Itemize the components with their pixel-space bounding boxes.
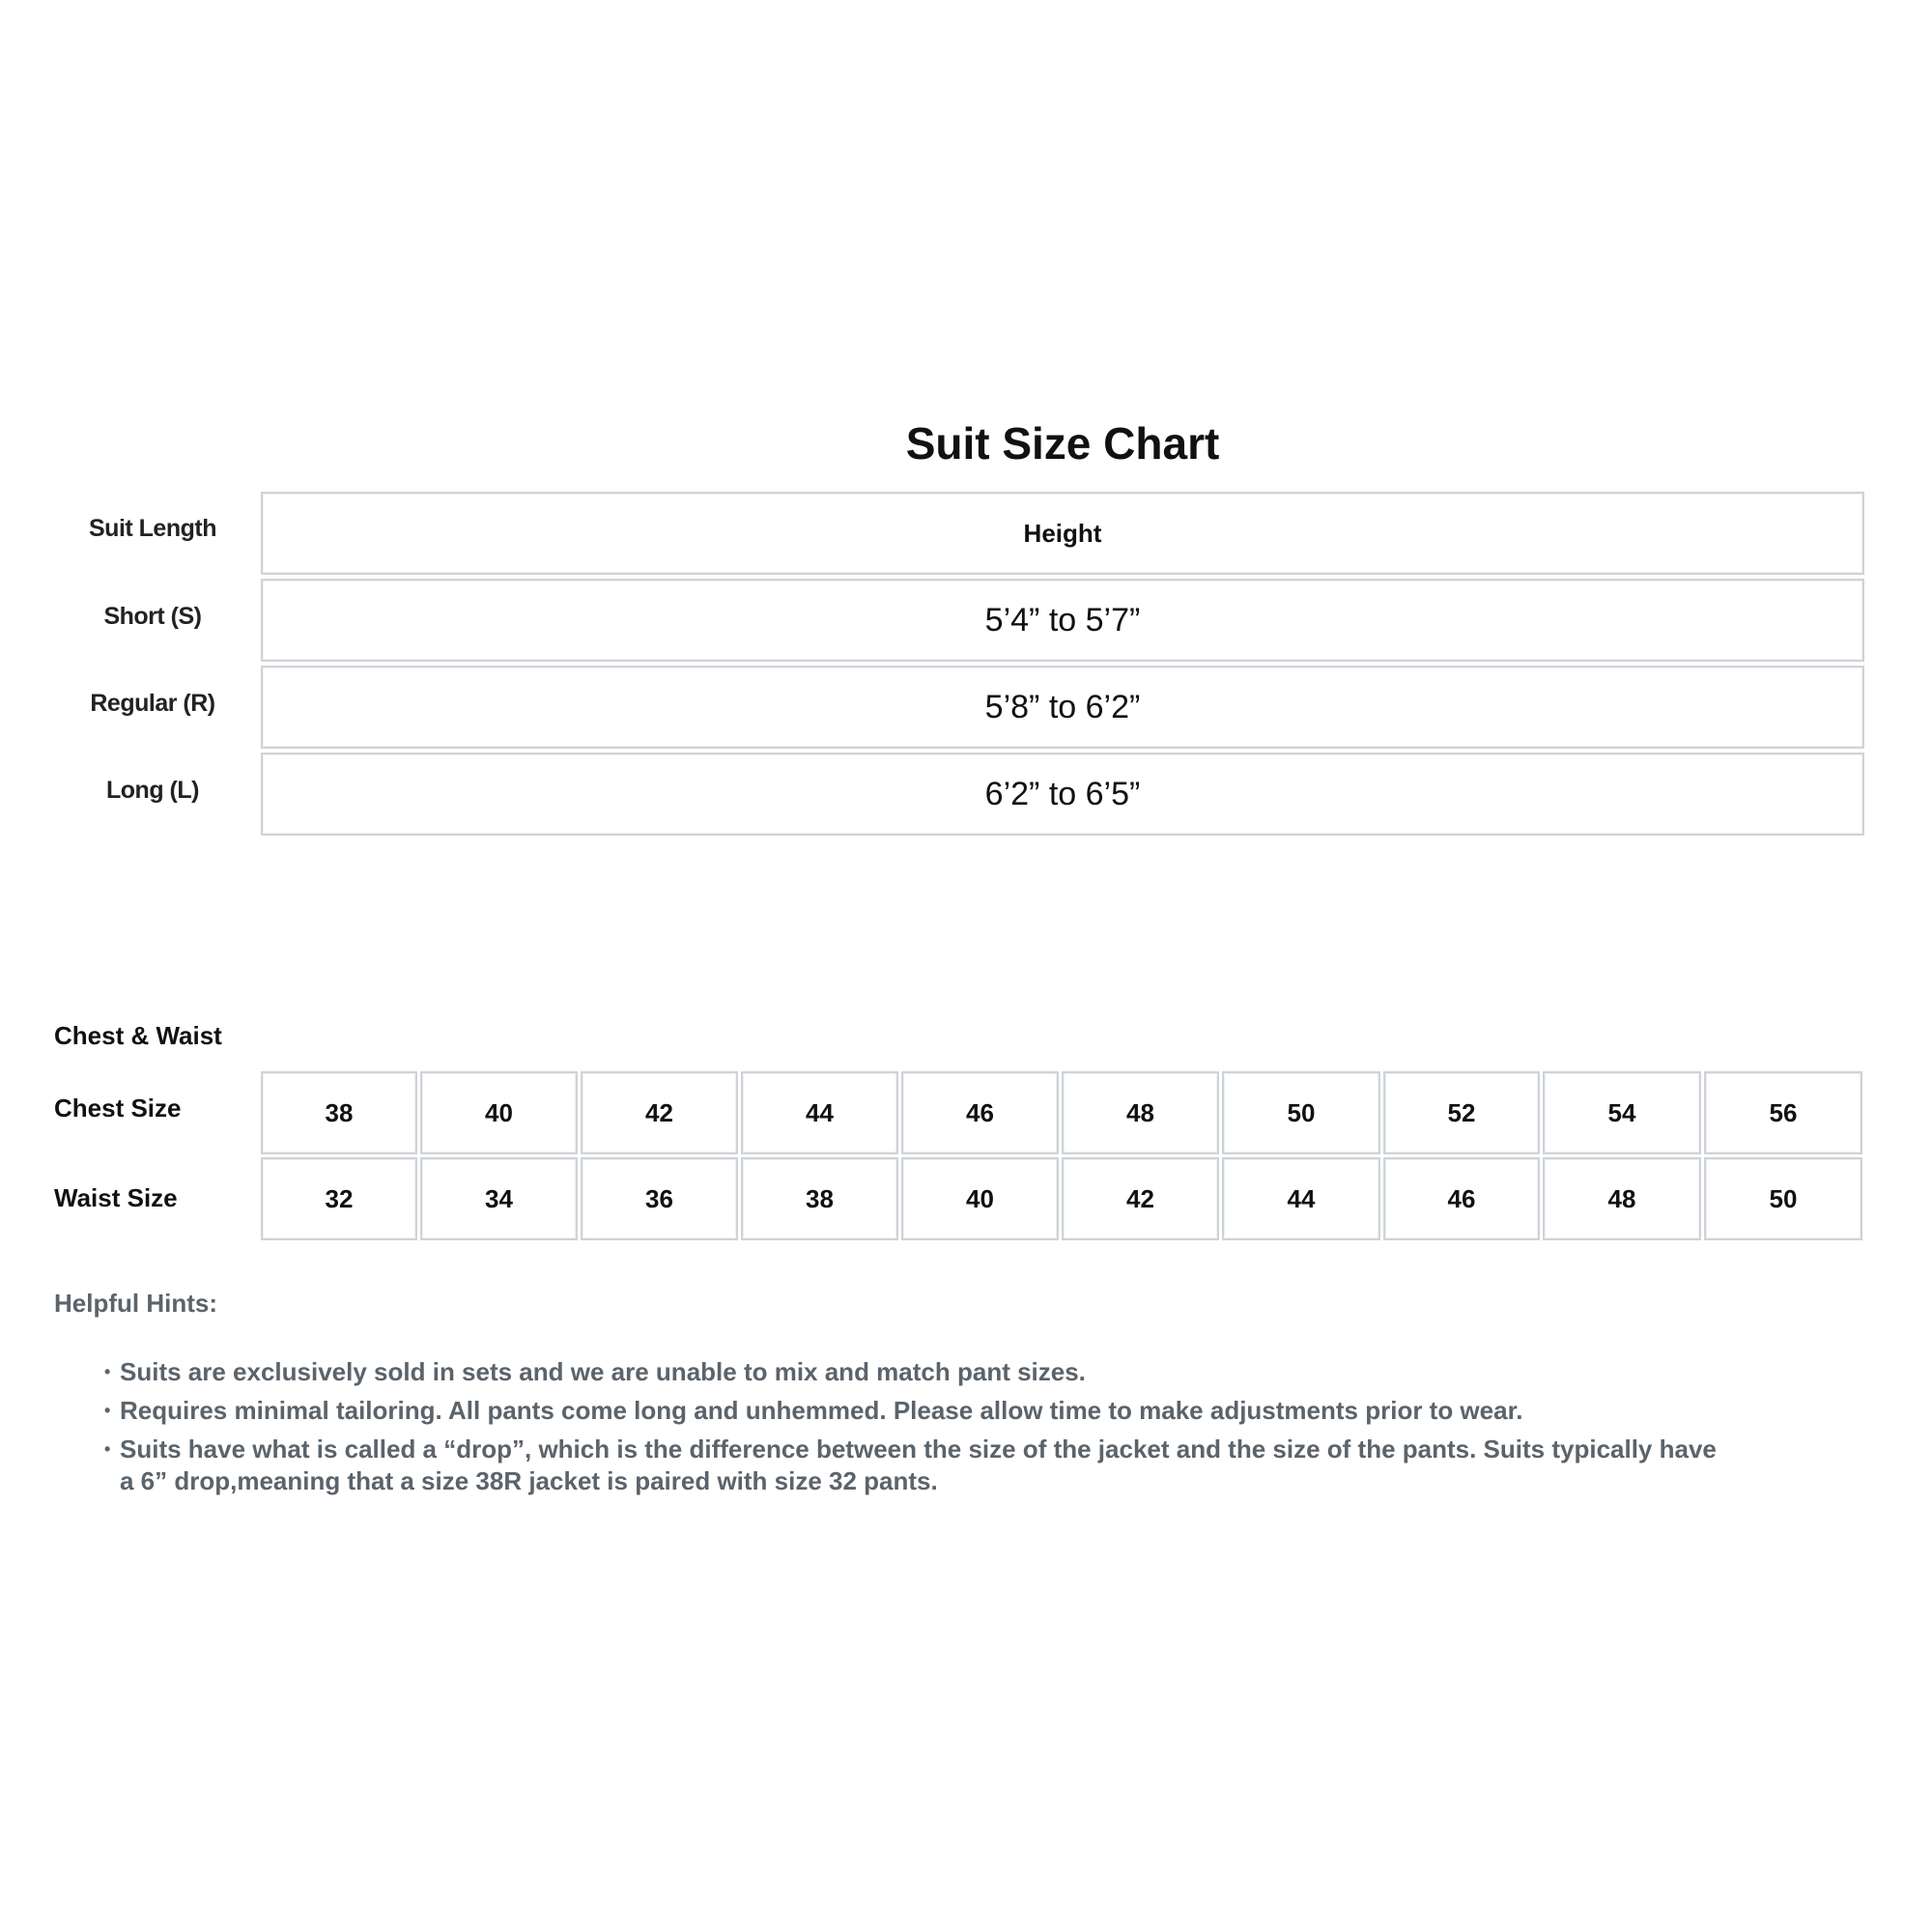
waist-size-cell: 42 bbox=[1062, 1157, 1219, 1240]
hint-item: • Suits are exclusively sold in sets and … bbox=[104, 1356, 1747, 1388]
height-cell-short: 5’4” to 5’7” bbox=[261, 579, 1864, 662]
waist-size-cell: 38 bbox=[741, 1157, 898, 1240]
chest-size-cell: 38 bbox=[261, 1071, 417, 1154]
hint-text: Suits are exclusively sold in sets and w… bbox=[120, 1357, 1086, 1386]
chest-size-cell: 40 bbox=[420, 1071, 578, 1154]
chest-size-cell: 46 bbox=[901, 1071, 1059, 1154]
chest-size-cell: 50 bbox=[1222, 1071, 1380, 1154]
chest-size-cell: 44 bbox=[741, 1071, 898, 1154]
length-label-regular: Regular (R) bbox=[90, 690, 215, 717]
length-label-long: Long (L) bbox=[106, 777, 199, 804]
waist-size-cell: 48 bbox=[1543, 1157, 1701, 1240]
hint-text: Suits have what is called a “drop”, whic… bbox=[120, 1435, 1717, 1495]
chest-size-cell: 54 bbox=[1543, 1071, 1701, 1154]
chest-waist-label: Chest & Waist bbox=[54, 1021, 222, 1050]
waist-size-cell: 46 bbox=[1383, 1157, 1540, 1240]
length-label-short: Short (S) bbox=[103, 603, 202, 630]
waist-size-cell: 32 bbox=[261, 1157, 417, 1240]
hint-item: • Requires minimal tailoring. All pants c… bbox=[104, 1395, 1747, 1427]
chest-size-cell: 48 bbox=[1062, 1071, 1219, 1154]
hint-text: Requires minimal tailoring. All pants co… bbox=[120, 1396, 1523, 1425]
height-cell-long: 6’2” to 6’5” bbox=[261, 753, 1864, 836]
chest-size-cell: 42 bbox=[581, 1071, 738, 1154]
waist-size-cell: 44 bbox=[1222, 1157, 1380, 1240]
bullet-icon: • bbox=[104, 1439, 111, 1459]
waist-size-label: Waist Size bbox=[54, 1183, 178, 1212]
chest-size-cell: 56 bbox=[1704, 1071, 1862, 1154]
height-cell-regular: 5’8” to 6’2” bbox=[261, 666, 1864, 749]
bullet-icon: • bbox=[104, 1401, 111, 1420]
chest-size-label: Chest Size bbox=[54, 1094, 182, 1122]
waist-size-cell: 36 bbox=[581, 1157, 738, 1240]
chest-size-cell: 52 bbox=[1383, 1071, 1540, 1154]
hints-title: Helpful Hints: bbox=[54, 1289, 217, 1318]
height-header-cell: Height bbox=[261, 492, 1864, 575]
waist-size-cell: 50 bbox=[1704, 1157, 1862, 1240]
waist-size-cell: 40 bbox=[901, 1157, 1059, 1240]
waist-size-cell: 34 bbox=[420, 1157, 578, 1240]
suit-length-header: Suit Length bbox=[89, 515, 216, 542]
page-title: Suit Size Chart bbox=[905, 418, 1220, 469]
bullet-icon: • bbox=[104, 1362, 111, 1381]
hint-item: • Suits have what is called a “drop”, whi… bbox=[104, 1434, 1727, 1497]
